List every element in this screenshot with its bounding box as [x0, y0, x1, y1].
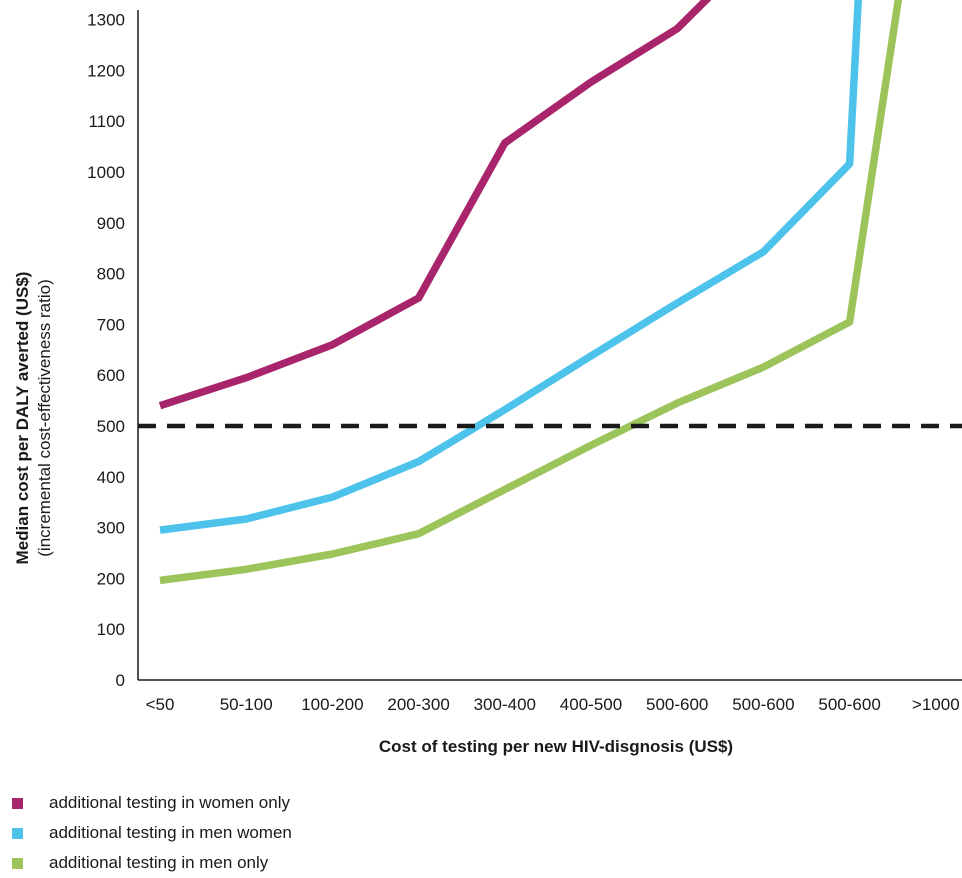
series-line-1: [158, 0, 712, 410]
legend-label-men-only: additional testing in men only: [49, 853, 269, 872]
legend-swatch-women-only: [12, 797, 23, 809]
y-axis-title: Median cost per DALY averted (US$): [13, 272, 32, 565]
legend-label-men-women: additional testing in men women: [49, 823, 292, 842]
series-layer: [158, 0, 903, 585]
y-tick-label: 500: [97, 417, 125, 436]
legend-item-women-only: additional testing in women only: [12, 788, 292, 818]
y-tick-label: 1100: [88, 112, 125, 131]
y-tick-label: 600: [97, 366, 125, 385]
y-tick-label: 900: [97, 214, 125, 233]
x-axis-ticks: <50 50-100 100-200 200-300 300-400 400-500 500…: [146, 695, 960, 714]
x-tick-label: 50-100: [220, 695, 273, 714]
y-tick-label: 1300: [87, 11, 125, 30]
legend-swatch-men-women: [12, 827, 23, 839]
x-tick-label: >1000: [912, 695, 960, 714]
x-axis-title: Cost of testing per new HIV-disgnosis (U…: [379, 737, 733, 756]
chart: 0 100 200 300 400 500 600 700 800 900 1000 1100 1200…: [13, 0, 962, 756]
x-tick-label: <50: [146, 695, 175, 714]
y-tick-label: 400: [97, 468, 125, 487]
series-line-2: [159, 0, 863, 534]
x-tick-label: 500-600: [646, 695, 708, 714]
y-tick-label: 300: [97, 519, 125, 538]
y-tick-label: 200: [97, 569, 125, 588]
y-tick-label: 1000: [87, 163, 125, 182]
x-tick-label: 400-500: [560, 695, 622, 714]
y-axis-subtitle: (incremental cost-effectiveness ratio): [35, 279, 54, 556]
x-tick-label: 200-300: [387, 695, 449, 714]
x-tick-label: 300-400: [474, 695, 536, 714]
y-axis-ticks: 0 100 200 300 400 500 600 700 800 900 1000 1100 1200…: [87, 11, 125, 690]
y-tick-label: 700: [97, 315, 125, 334]
legend: additional testing in women only additio…: [12, 788, 292, 878]
y-tick-label: 1200: [87, 61, 125, 80]
legend-item-men-women: additional testing in men women: [12, 818, 292, 848]
legend-item-men-only: additional testing in men only: [12, 848, 292, 878]
x-tick-label: 500-600: [818, 695, 880, 714]
y-tick-label: 800: [97, 265, 125, 284]
legend-label-women-only: additional testing in women only: [49, 793, 290, 812]
y-tick-label: 0: [116, 671, 125, 690]
series-line-3: [159, 0, 903, 585]
x-tick-label: 100-200: [301, 695, 363, 714]
x-tick-label: 500-600: [732, 695, 794, 714]
legend-swatch-men-only: [12, 857, 23, 869]
y-tick-label: 100: [97, 620, 125, 639]
